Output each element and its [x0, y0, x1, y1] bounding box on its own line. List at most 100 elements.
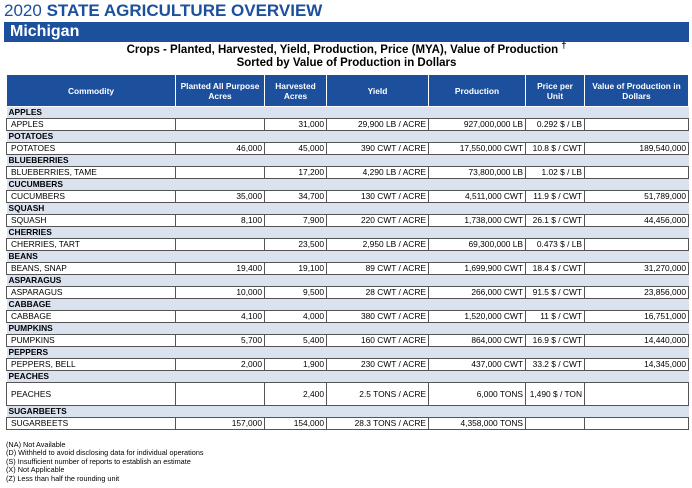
- cell-value: [584, 382, 689, 406]
- cell-yield: 380 CWT / ACRE: [326, 310, 429, 323]
- table-row: PEPPERS, BELL 2,000 1,900 230 CWT / ACRE 437…: [6, 358, 689, 371]
- cell-commodity: APPLES: [6, 118, 176, 131]
- cell-planted: 5,700: [175, 334, 265, 347]
- cell-production: 864,000 CWT: [428, 334, 526, 347]
- group-label: BEANS: [6, 250, 689, 263]
- col-header-price: Price per Unit: [525, 74, 585, 107]
- report-title-line1: Crops - Planted, Harvested, Yield, Produ…: [126, 44, 559, 56]
- group-header-row: POTATOES: [6, 130, 689, 143]
- cell-commodity: BLUEBERRIES, TAME: [6, 166, 176, 179]
- cell-production: 4,358,000 TONS: [428, 417, 526, 430]
- table-row: SQUASH 8,100 7,900 220 CWT / ACRE 1,738,000 …: [6, 214, 689, 227]
- table-row: SUGARBEETS 157,000 154,000 28.3 TONS / ACRE…: [6, 417, 689, 430]
- group-label: CUCUMBERS: [6, 178, 689, 191]
- cell-value: 44,456,000: [584, 214, 689, 227]
- footnote-line: (Z) Less than half the rounding unit: [6, 473, 120, 483]
- cell-harvested: 23,500: [264, 238, 327, 251]
- group-header-row: APPLES: [6, 106, 689, 119]
- cell-value: [584, 417, 689, 430]
- cell-planted: [175, 118, 265, 131]
- group-label: PEPPERS: [6, 346, 689, 359]
- col-header-harvested: Harvested Acres: [264, 74, 327, 107]
- group-header-row: PUMPKINS: [6, 322, 689, 335]
- cell-harvested: 4,000: [264, 310, 327, 323]
- col-header-yield: Yield: [326, 74, 429, 107]
- table-row: ASPARAGUS 10,000 9,500 28 CWT / ACRE 266,000…: [6, 286, 689, 299]
- cell-yield: 2.5 TONS / ACRE: [326, 382, 429, 406]
- group-header-row: PEACHES: [6, 370, 689, 383]
- cell-harvested: 1,900: [264, 358, 327, 371]
- cell-commodity: BEANS, SNAP: [6, 262, 176, 275]
- group-header-row: CABBAGE: [6, 298, 689, 311]
- footnote-line: (X) Not Applicable: [6, 465, 65, 475]
- cell-value: 23,856,000: [584, 286, 689, 299]
- table-row: CABBAGE 4,100 4,000 380 CWT / ACRE 1,520,000…: [6, 310, 689, 323]
- group-label: SUGARBEETS: [6, 405, 689, 418]
- report-title: Crops - Planted, Harvested, Yield, Produ…: [4, 41, 689, 70]
- footnote-line: (S) Insufficient number of reports to es…: [6, 456, 191, 466]
- dagger-mark: †: [561, 40, 567, 51]
- cell-value: 16,751,000: [584, 310, 689, 323]
- group-label: ASPARAGUS: [6, 274, 689, 287]
- group-header-row: SQUASH: [6, 202, 689, 215]
- cell-planted: [175, 238, 265, 251]
- table-row: BEANS, SNAP 19,400 19,100 89 CWT / ACRE 1,69…: [6, 262, 689, 275]
- table-body: APPLES APPLES 31,000 29,900 LB / ACRE 927,00…: [6, 106, 689, 430]
- cell-value: 14,345,000: [584, 358, 689, 371]
- cell-commodity: PUMPKINS: [6, 334, 176, 347]
- group-label: BLUEBERRIES: [6, 154, 689, 167]
- cell-price: 11.9 $ / CWT: [525, 190, 585, 203]
- cell-production: 437,000 CWT: [428, 358, 526, 371]
- cell-planted: 10,000: [175, 286, 265, 299]
- table-row: CUCUMBERS 35,000 34,700 130 CWT / ACRE 4,511…: [6, 190, 689, 203]
- cell-price: 0.292 $ / LB: [525, 118, 585, 131]
- cell-yield: 390 CWT / ACRE: [326, 142, 429, 155]
- cell-production: 1,699,900 CWT: [428, 262, 526, 275]
- cell-yield: 130 CWT / ACRE: [326, 190, 429, 203]
- cell-commodity: ASPARAGUS: [6, 286, 176, 299]
- group-header-row: SUGARBEETS: [6, 405, 689, 418]
- cell-production: 69,300,000 LB: [428, 238, 526, 251]
- group-header-row: CUCUMBERS: [6, 178, 689, 191]
- cell-planted: [175, 382, 265, 406]
- cell-yield: 28.3 TONS / ACRE: [326, 417, 429, 430]
- cell-planted: 8,100: [175, 214, 265, 227]
- group-label: PUMPKINS: [6, 322, 689, 335]
- cell-price: 10.8 $ / CWT: [525, 142, 585, 155]
- cell-yield: 220 CWT / ACRE: [326, 214, 429, 227]
- table-header-row: Commodity Planted All Purpose Acres Harv…: [6, 74, 689, 107]
- cell-price: 33.2 $ / CWT: [525, 358, 585, 371]
- cell-production: 1,738,000 CWT: [428, 214, 526, 227]
- footnote-line: (NA) Not Available: [6, 440, 66, 449]
- col-header-commodity: Commodity: [6, 74, 176, 107]
- group-header-row: BLUEBERRIES: [6, 154, 689, 167]
- group-header-row: PEPPERS: [6, 346, 689, 359]
- group-label: APPLES: [6, 106, 689, 119]
- cell-value: [584, 238, 689, 251]
- cell-value: 51,789,000: [584, 190, 689, 203]
- group-header-row: CHERRIES: [6, 226, 689, 239]
- cell-production: 17,550,000 CWT: [428, 142, 526, 155]
- group-label: CABBAGE: [6, 298, 689, 311]
- cell-harvested: 5,400: [264, 334, 327, 347]
- cell-price: 0.473 $ / LB: [525, 238, 585, 251]
- cell-commodity: CUCUMBERS: [6, 190, 176, 203]
- cell-commodity: CHERRIES, TART: [6, 238, 176, 251]
- cell-price: 11 $ / CWT: [525, 310, 585, 323]
- cell-commodity: PEPPERS, BELL: [6, 358, 176, 371]
- group-label: CHERRIES: [6, 226, 689, 239]
- cell-price: 16.9 $ / CWT: [525, 334, 585, 347]
- cell-commodity: CABBAGE: [6, 310, 176, 323]
- cell-yield: 4,290 LB / ACRE: [326, 166, 429, 179]
- crops-table: Commodity Planted All Purpose Acres Harv…: [6, 74, 689, 430]
- cell-yield: 230 CWT / ACRE: [326, 358, 429, 371]
- cell-value: [584, 166, 689, 179]
- cell-value: 31,270,000: [584, 262, 689, 275]
- cell-price: 91.5 $ / CWT: [525, 286, 585, 299]
- cell-harvested: 7,900: [264, 214, 327, 227]
- table-row: BLUEBERRIES, TAME 17,200 4,290 LB / ACRE 73…: [6, 166, 689, 179]
- cell-value: 189,540,000: [584, 142, 689, 155]
- cell-price: 1.02 $ / LB: [525, 166, 585, 179]
- cell-production: 4,511,000 CWT: [428, 190, 526, 203]
- cell-harvested: 154,000: [264, 417, 327, 430]
